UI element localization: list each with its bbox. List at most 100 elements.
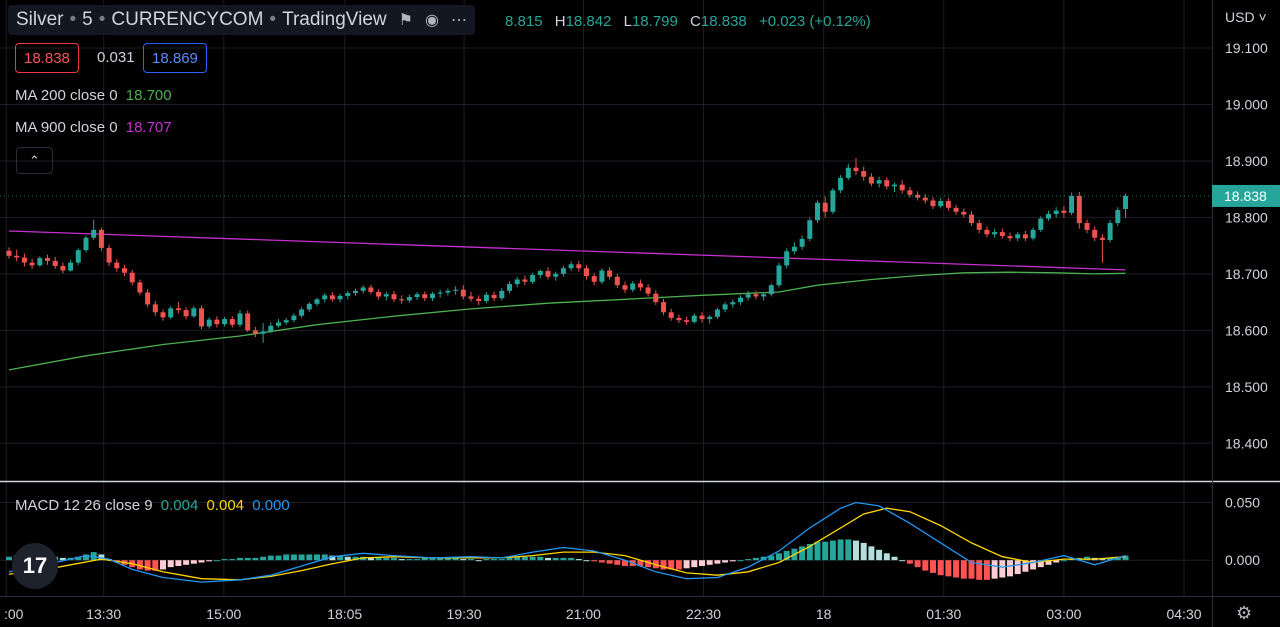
candle-body (37, 258, 43, 266)
flag-icon[interactable]: ⚑ (398, 12, 413, 29)
price-tick-label: 19.100 (1225, 40, 1268, 56)
price-tick-label: 18.800 (1225, 209, 1268, 225)
macd-histogram-bar (59, 557, 66, 561)
time-tick-label: 22:30 (686, 606, 721, 622)
ma900-legend[interactable]: MA 900 close 0 18.707 (15, 119, 172, 136)
macd-histogram-bar (560, 557, 567, 561)
candle-body (345, 293, 351, 296)
macd-histogram-bar (822, 541, 829, 561)
macd-histogram-bar (845, 539, 852, 561)
time-tick-label: :00 (4, 606, 24, 622)
symbol-name: Silver (16, 9, 64, 30)
separator-dot: • (69, 9, 77, 30)
eye-icon[interactable]: ◉ (424, 12, 439, 29)
moving-averages (8, 230, 1126, 371)
macd-histogram-bar (275, 555, 282, 561)
ma200-legend[interactable]: MA 200 close 0 18.700 (15, 87, 172, 104)
macd-histogram-bar (252, 557, 259, 561)
currency-selector[interactable]: USD ˅ (1225, 9, 1267, 25)
candle-body (953, 207, 959, 212)
macd-histogram-bar (598, 560, 605, 563)
candle-body (969, 214, 974, 224)
candle-body (129, 272, 135, 283)
tradingview-logo[interactable]: 17 (12, 543, 58, 589)
macd-histogram-bar (722, 560, 729, 563)
macd-histogram-bar (206, 560, 213, 562)
macd-histogram-bar (160, 560, 166, 570)
candle-body (122, 268, 127, 273)
macd-histogram-bar (1030, 560, 1037, 570)
macd-histogram-bar (491, 559, 498, 561)
macd-histogram-bar (391, 557, 397, 561)
more-icon[interactable]: ⋯ (450, 12, 467, 29)
macd-histogram-bar (506, 557, 513, 561)
macd-histogram-bar (776, 553, 782, 561)
high-label: H (554, 13, 566, 30)
macd-legend[interactable]: MACD 12 26 close 9 0.004 0.004 0.000 (15, 497, 290, 514)
macd-histogram-bar (321, 554, 328, 561)
candle-body (1061, 210, 1067, 213)
macd-histogram-bar (267, 555, 274, 561)
candle-body (584, 268, 589, 277)
candle-body (761, 294, 767, 297)
candle-body (699, 315, 705, 320)
macd-histogram-bar (1022, 560, 1029, 572)
candle-body (676, 317, 682, 321)
time-tick-label: 01:30 (926, 606, 961, 622)
candle-body (453, 289, 459, 291)
candle-body (422, 294, 428, 299)
macd-histogram-bar (1014, 560, 1021, 575)
candle-body (229, 319, 235, 325)
macd-histogram-bar (706, 560, 713, 565)
collapse-legend-button[interactable]: ⌃ (16, 147, 53, 174)
settings-gear-icon[interactable]: ⚙ (1236, 603, 1253, 623)
ma200-line (8, 271, 1126, 371)
candle-body (91, 229, 97, 238)
candle-body (391, 294, 397, 300)
macd-histogram-bar (814, 541, 821, 561)
source: TradingView (282, 9, 387, 30)
candle-body (522, 279, 528, 282)
macd-histogram-bar (752, 557, 759, 561)
candle-body (884, 180, 890, 187)
ma900-value: 18.707 (125, 119, 172, 136)
candle-body (1076, 195, 1082, 224)
symbol-header[interactable]: Silver • 5 • CURRENCYCOM • TradingView ⚑… (8, 5, 475, 35)
candle-body (145, 292, 151, 305)
macd-histogram-bar (976, 560, 983, 580)
candle-body (137, 282, 143, 293)
macd-histogram-bar (229, 559, 236, 561)
macd-histogram-bar (152, 560, 159, 571)
macd-histogram-bar (6, 556, 12, 561)
macd-histogram-bar (853, 540, 859, 561)
macd-histogram-bar (329, 555, 336, 561)
candle-body (568, 264, 574, 269)
macd-histogram-bar (937, 560, 944, 576)
macd-histogram-bar (529, 556, 536, 561)
candle-body (21, 257, 27, 263)
candle-body (14, 255, 20, 258)
candle-body (491, 294, 497, 299)
macd-histogram-bar (768, 555, 775, 561)
macd-tick-label: 0.000 (1225, 552, 1260, 568)
buy-price-button[interactable]: 18.869 (143, 43, 207, 73)
close-value: 18.838 (700, 13, 747, 30)
candle-body (483, 294, 489, 301)
candle-body (160, 312, 166, 318)
candle-body (722, 304, 728, 310)
candle-body (622, 285, 628, 290)
macd-histogram-bar (575, 559, 582, 561)
candle-body (360, 287, 366, 291)
candle-body (1038, 218, 1044, 230)
macd-histogram-bar (237, 557, 243, 561)
candle-body (537, 271, 543, 276)
ma900-label: MA 900 close 0 (15, 119, 118, 136)
candle-body (1053, 210, 1059, 215)
candle-body (992, 232, 998, 235)
macd-histogram-bar (714, 560, 721, 564)
macd-histogram-bar (591, 560, 598, 562)
macd-histogram-bar (144, 560, 151, 571)
sell-price-button[interactable]: 18.838 (15, 43, 79, 73)
